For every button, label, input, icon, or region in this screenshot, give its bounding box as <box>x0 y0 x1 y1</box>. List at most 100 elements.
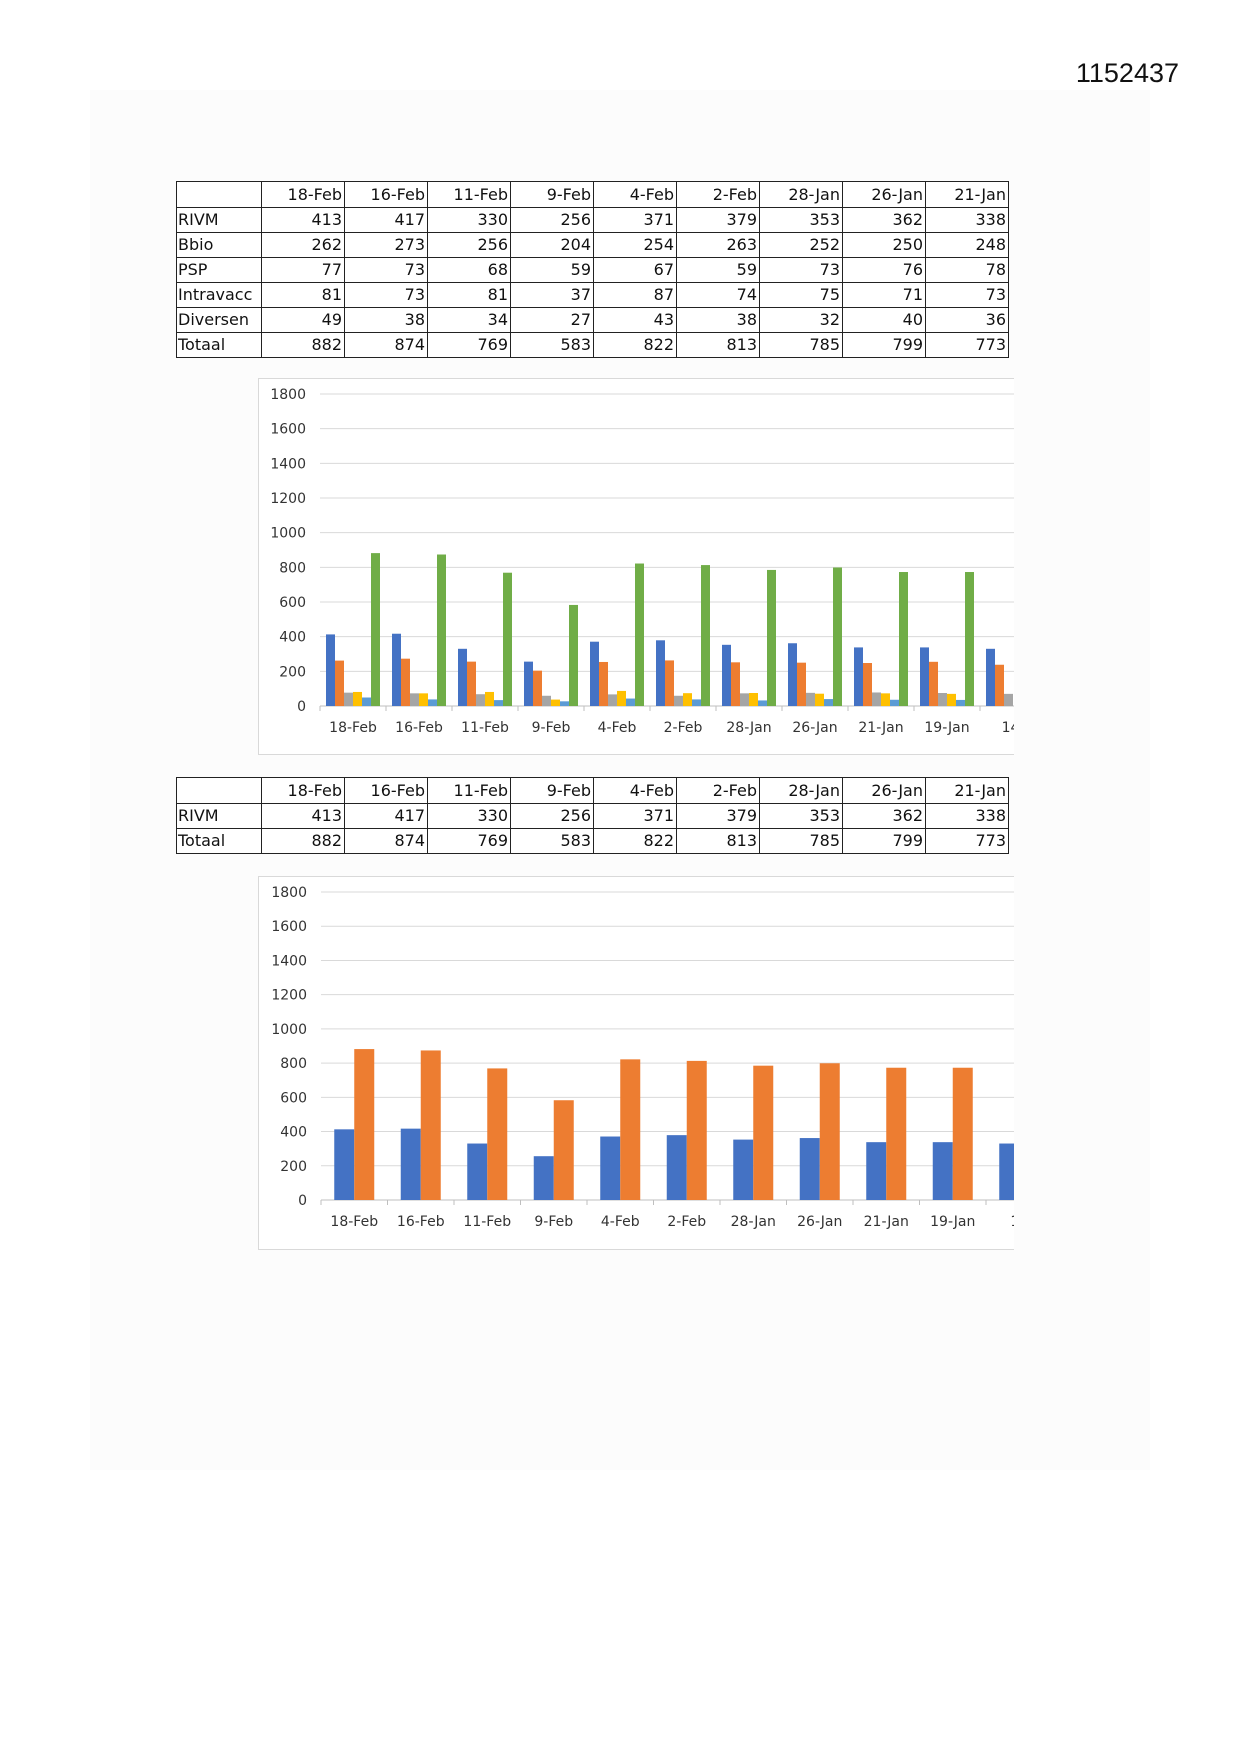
table-cell: 874 <box>344 332 428 358</box>
table-cell: 81 <box>427 282 511 308</box>
table-header-row: 18-Feb 16-Feb 11-Feb 9-Feb 4-Feb 2-Feb 28-Jan 2… <box>176 181 1009 208</box>
table-cell: 362 <box>842 803 926 829</box>
table-cell: 379 <box>676 207 760 233</box>
y-tick-label: 400 <box>279 630 306 646</box>
table-cell: 413 <box>261 803 345 829</box>
bar-rivm <box>666 1135 687 1200</box>
table-cell: 769 <box>427 828 511 854</box>
bar-psp <box>872 692 881 706</box>
bar-rivm <box>733 1139 754 1200</box>
y-tick-label: 600 <box>280 1090 307 1106</box>
bar-rivm <box>467 1143 488 1200</box>
table-column-header: 18-Feb <box>261 181 345 208</box>
x-tick-label: 28-Jan <box>731 1214 776 1230</box>
bar-rivm <box>326 634 335 706</box>
table-cell: 34 <box>427 307 511 333</box>
table-cell: 38 <box>676 307 760 333</box>
table-cell: 36 <box>925 307 1009 333</box>
chart-svg: 0 200 400 600 800 1000 1200 1400 1600 1800 18-Feb 1… <box>270 387 1014 736</box>
bar-diversen <box>956 699 965 706</box>
bar-totaal <box>833 567 842 706</box>
bar-bbio <box>401 658 410 706</box>
table-cell: 417 <box>344 207 428 233</box>
bar-bbio <box>533 670 542 706</box>
x-tick-label: 11-Feb <box>463 1214 511 1230</box>
table-cell: 81 <box>261 282 345 308</box>
table-cell: 73 <box>344 282 428 308</box>
bar-rivm <box>722 644 731 706</box>
table-cell: 77 <box>261 257 345 283</box>
bar-rivm <box>334 1129 355 1200</box>
bar-rivm <box>533 1156 554 1200</box>
table-cell: 583 <box>510 828 594 854</box>
table-column-header: 28-Jan <box>759 181 843 208</box>
table-row: Bbio 262 273 256 204 254 263 252 250 248 <box>176 232 1009 258</box>
table-cell: 38 <box>344 307 428 333</box>
y-tick-label: 1600 <box>270 422 306 438</box>
table-cell: 417 <box>344 803 428 829</box>
table-cell: 78 <box>925 257 1009 283</box>
bar-rivm <box>458 648 467 706</box>
table-cell: 273 <box>344 232 428 258</box>
bar-psp <box>542 695 551 706</box>
x-tick-label: 14 <box>1010 1214 1014 1230</box>
x-tick-label: 19-Jan <box>924 720 969 736</box>
y-tick-label: 1400 <box>271 953 307 969</box>
bar-bbio <box>335 660 344 706</box>
table-cell: 262 <box>261 232 345 258</box>
y-tick-label: 1200 <box>270 491 306 507</box>
table-cell: 785 <box>759 828 843 854</box>
table-row-label: PSP <box>176 257 262 283</box>
table-cell: 250 <box>842 232 926 258</box>
bar-rivm <box>799 1138 820 1200</box>
bar-diversen <box>890 699 899 706</box>
bar-psp <box>740 693 749 706</box>
table-cell: 74 <box>676 282 760 308</box>
table-row-label: Totaal <box>176 828 262 854</box>
bar-diversen <box>692 699 701 706</box>
table-row-label: Intravacc <box>176 282 262 308</box>
y-tick-label: 600 <box>279 595 306 611</box>
bar-intravacc <box>485 691 494 706</box>
bar-intravacc <box>419 693 428 706</box>
table-column-header: 28-Jan <box>759 777 843 804</box>
table-cell: 49 <box>261 307 345 333</box>
table-cell: 37 <box>510 282 594 308</box>
bar-diversen <box>428 699 437 706</box>
table-cell: 822 <box>593 332 677 358</box>
table-cell: 254 <box>593 232 677 258</box>
bar-intravacc <box>683 693 692 706</box>
bar-psp <box>674 695 683 706</box>
table-cell: 256 <box>427 232 511 258</box>
bar-intravacc <box>881 693 890 706</box>
bar-totaal <box>965 572 974 706</box>
bar-diversen <box>626 698 635 706</box>
bar-rivm <box>932 1142 953 1200</box>
x-tick-label: 11-Feb <box>461 720 509 736</box>
table-cell: 67 <box>593 257 677 283</box>
table-column-header: 4-Feb <box>593 777 677 804</box>
bar-bbio <box>599 661 608 706</box>
table-corner-cell <box>176 777 262 804</box>
bar-intravacc <box>551 699 560 706</box>
table-cell: 882 <box>261 828 345 854</box>
bar-psp <box>344 692 353 706</box>
bar-totaal <box>371 553 380 706</box>
table-cell: 73 <box>759 257 843 283</box>
x-tick-label: 16-Feb <box>395 720 443 736</box>
bar-psp <box>410 693 419 706</box>
table-cell: 59 <box>676 257 760 283</box>
bar-totaal <box>569 604 578 706</box>
document-number: 1152437 <box>1075 58 1179 88</box>
table-cell: 769 <box>427 332 511 358</box>
x-tick-label: 21-Jan <box>864 1214 909 1230</box>
bar-totaal <box>420 1050 441 1200</box>
table-cell: 362 <box>842 207 926 233</box>
table-cell: 73 <box>344 257 428 283</box>
x-tick-label: 19-Jan <box>930 1214 975 1230</box>
table-column-header: 18-Feb <box>261 777 345 804</box>
y-tick-label: 0 <box>298 1193 307 1209</box>
bar-psp <box>938 693 947 706</box>
x-tick-label: 2-Feb <box>664 720 703 736</box>
table-cell: 353 <box>759 207 843 233</box>
